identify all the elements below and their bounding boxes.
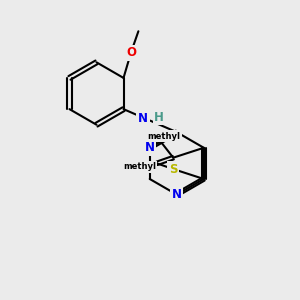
Text: methyl: methyl [123,162,156,171]
Text: N: N [145,141,155,154]
Text: N: N [172,188,182,201]
Text: H: H [154,111,164,124]
Text: O: O [126,46,136,59]
Text: N: N [138,112,148,125]
Text: methyl: methyl [147,132,180,141]
Text: S: S [169,163,178,176]
